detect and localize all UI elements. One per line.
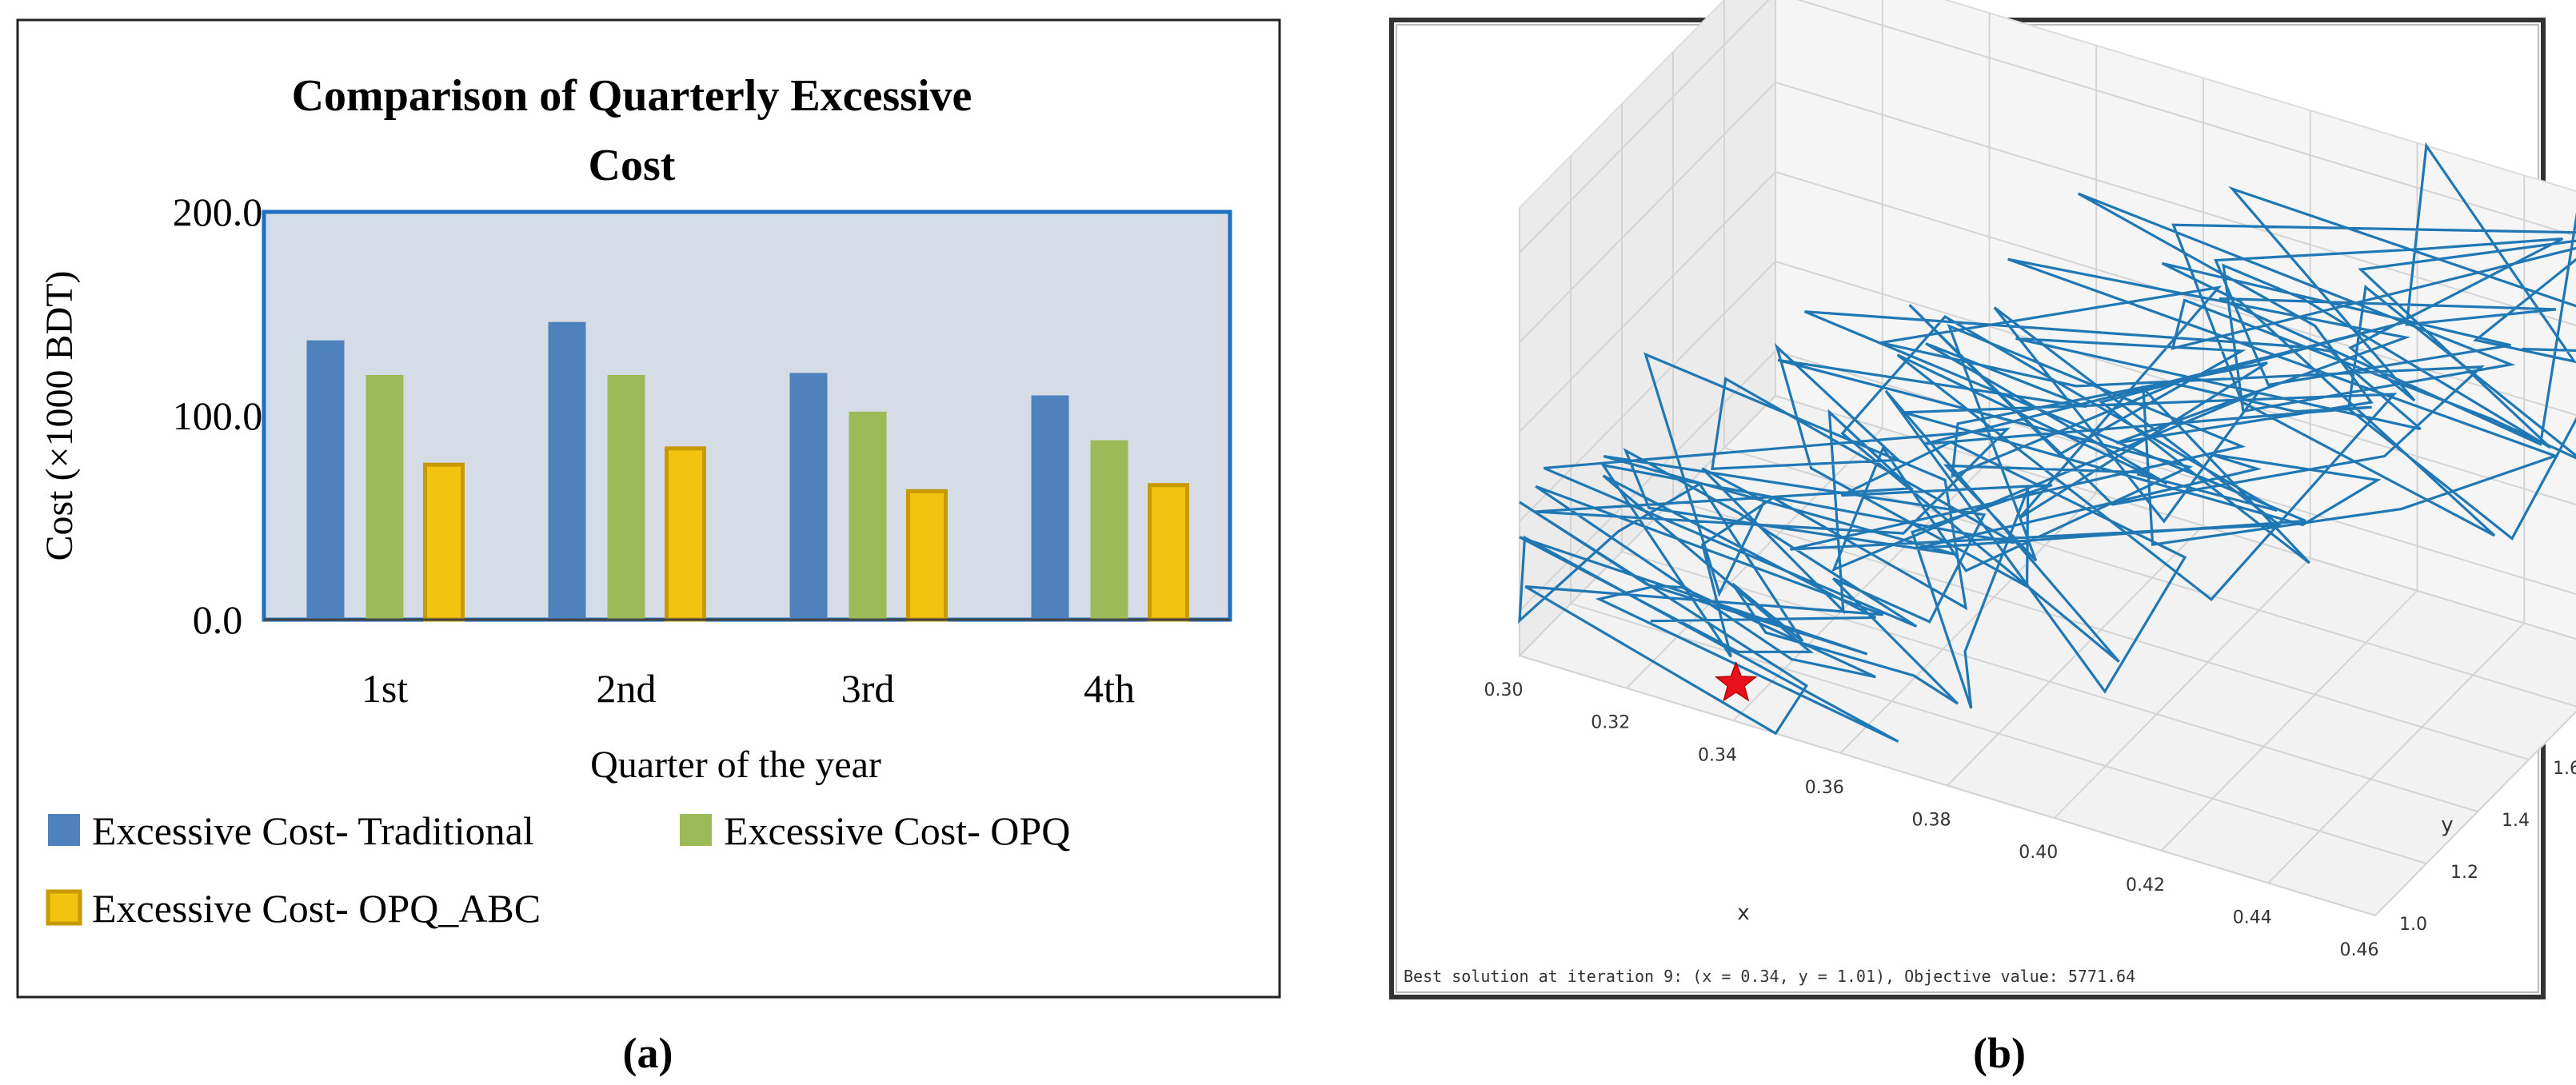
- y-tick-label: 0.0: [193, 597, 243, 642]
- x-tick-label-3d: 0.40: [2019, 843, 2058, 863]
- best-solution-star: [1714, 660, 1758, 702]
- bar-1-1st: [306, 340, 345, 620]
- bar-1-2nd: [548, 321, 586, 620]
- chart-title-line1: Comparison of Quarterly Excessive: [292, 71, 972, 121]
- x-tick-label-3d: 0.36: [1805, 778, 1844, 798]
- legend-label-3: Excessive Cost- OPQ_ABC: [92, 886, 541, 931]
- best-solution-caption: Best solution at iteration 9: (x = 0.34,…: [1404, 967, 2135, 986]
- grid-line-z: [1519, 349, 2576, 612]
- bar-2-3rd: [849, 411, 887, 620]
- y-tick-label-3d: 1.4: [2502, 811, 2530, 831]
- grid-line-z: [1519, 0, 2576, 253]
- grid-line-z: [1519, 260, 2576, 522]
- x-tick-label-3d: 0.42: [2126, 876, 2165, 896]
- bar-2-4th: [1090, 440, 1128, 620]
- grid-line-x: [2374, 710, 2576, 916]
- legend-swatch-1: [48, 814, 80, 846]
- x-tick-label-3d: 0.38: [1912, 811, 1951, 831]
- x-tick-label-3d: 0.30: [1484, 680, 1524, 700]
- y-axis-label: Cost (×1000 BDT): [38, 270, 81, 560]
- bar-3-2nd: [665, 446, 706, 622]
- trajectory-3d-chart: 0.30 0.32 0.34 0.36 0.38 0.40 0.42 0.44 0.46 1.0 1…: [1389, 0, 2576, 1077]
- y-tick-label: 100.0: [173, 393, 263, 438]
- bar-1-4th: [1031, 395, 1069, 620]
- grid-line-z: [1519, 170, 2576, 433]
- bar-3-4th: [1148, 483, 1189, 622]
- y-tick-label-3d: 1.2: [2450, 863, 2478, 883]
- x-tick-label: 2nd: [597, 666, 657, 711]
- grid-line-y: [1570, 156, 2427, 864]
- bar-3-1st: [423, 462, 465, 622]
- y-tick-label: 200.0: [173, 189, 263, 234]
- panel-b: 0.30 0.32 0.34 0.36 0.38 0.40 0.42 0.44 0.46 1.0 1…: [1312, 0, 2576, 1085]
- grid-line-y: [1519, 208, 2376, 916]
- x-tick-label-3d: 0.46: [2340, 940, 2379, 960]
- trajectory-line: [1518, 142, 2576, 743]
- legend-swatch-3: [46, 889, 82, 926]
- x-axis-label-3d: x: [1737, 901, 1749, 925]
- grid-line-y: [1621, 104, 2478, 812]
- bar-2-2nd: [607, 375, 645, 620]
- legend-label-2: Excessive Cost- OPQ: [724, 808, 1070, 853]
- x-tick-label-3d: 0.44: [2233, 907, 2272, 927]
- plot-area: [262, 209, 1232, 622]
- legend-swatch-2: [680, 814, 712, 846]
- x-tick-label: 3rd: [841, 666, 895, 711]
- x-axis-label: Quarter of the year: [590, 744, 881, 786]
- bar-2-1st: [365, 375, 404, 620]
- y-axis-label-3d: y: [2441, 813, 2453, 837]
- panel-b-label: (b): [1973, 1029, 2026, 1077]
- x-tick-label-3d: 0.32: [1591, 713, 1630, 733]
- panel-a-label: (a): [623, 1029, 673, 1077]
- y-tick-label-3d: 1.0: [2399, 915, 2427, 935]
- grid-line-z: [1519, 81, 2576, 343]
- x-tick-label: 4th: [1084, 666, 1135, 711]
- x-tick-label-3d: 0.34: [1698, 745, 1737, 765]
- bar-chart: Comparison of Quarterly Excessive Cost 0…: [16, 18, 1281, 1077]
- bar-3-3rd: [906, 489, 948, 622]
- grid-line-y: [1723, 0, 2576, 708]
- chart-title-line2: Cost: [589, 141, 676, 190]
- x-tick-label: 1st: [361, 666, 408, 711]
- legend-label-1: Excessive Cost- Traditional: [92, 808, 534, 853]
- y-tick-label-3d: 1.6: [2553, 759, 2576, 779]
- grid-line-y: [1775, 0, 2576, 640]
- panel-a: Comparison of Quarterly Excessive Cost 0…: [16, 18, 1281, 1077]
- bar-1-3rd: [789, 373, 828, 620]
